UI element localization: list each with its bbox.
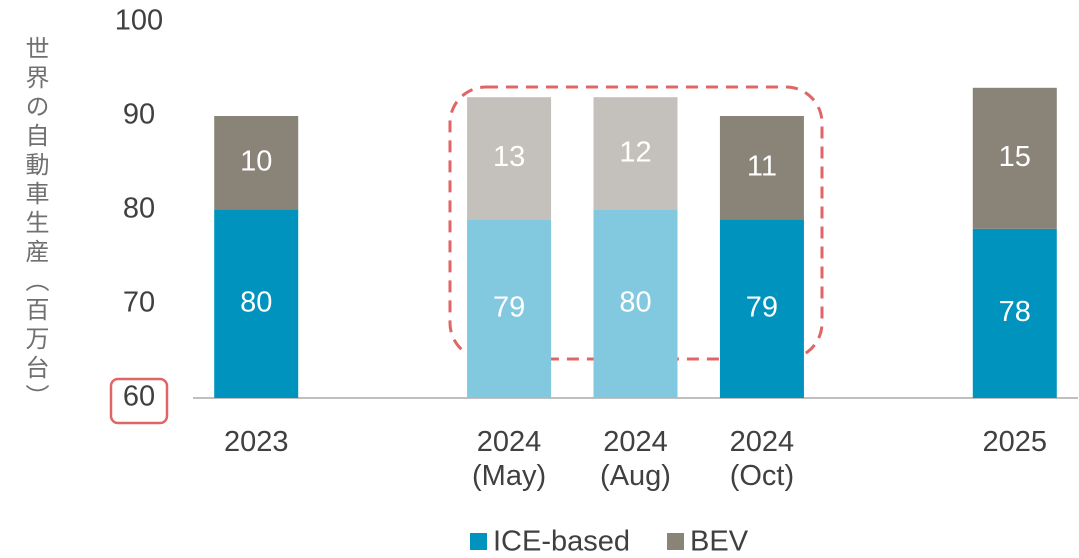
- bar-segment: [593, 210, 678, 398]
- x-tick-label: 2025: [982, 426, 1048, 458]
- data-label: 80: [240, 287, 272, 319]
- x-tick-label: 2023: [223, 426, 289, 458]
- bar-segment: [593, 97, 678, 210]
- legend-label: BEV: [690, 526, 749, 558]
- y-tick-label: 90: [123, 99, 155, 131]
- data-label: 10: [240, 146, 272, 178]
- bar-segment: [467, 97, 552, 220]
- data-label: 79: [493, 291, 525, 323]
- bar-segment: [214, 116, 299, 210]
- y-tick-label: 70: [123, 287, 155, 319]
- data-label: 79: [746, 291, 778, 323]
- bar-segment: [972, 228, 1057, 398]
- data-label: 80: [619, 287, 651, 319]
- bar-segment: [719, 116, 804, 220]
- bar-segment: [214, 210, 299, 398]
- y-tick-label: 80: [123, 193, 155, 225]
- data-label: 11: [747, 150, 777, 182]
- data-label: 15: [999, 141, 1031, 173]
- data-label: 13: [493, 141, 525, 173]
- bar-segment: [467, 219, 552, 398]
- data-label: 78: [999, 296, 1031, 328]
- legend-swatch: [470, 533, 487, 550]
- y-tick-label: 60: [123, 381, 155, 413]
- x-tick-label: 2024 (May): [472, 426, 547, 492]
- data-label: 12: [619, 136, 651, 168]
- x-tick-label: 2024 (Aug): [600, 426, 671, 492]
- y-tick-label: 100: [115, 5, 163, 37]
- y-axis-label: 世界の自動車生産（百万台）: [21, 36, 49, 413]
- x-tick-label: 2024 (Oct): [729, 426, 795, 492]
- bar-segment: [972, 87, 1057, 229]
- bar-segment: [719, 219, 804, 398]
- legend-swatch: [667, 533, 685, 550]
- legend-label: ICE-based: [493, 526, 630, 558]
- highlight-box: [109, 377, 169, 425]
